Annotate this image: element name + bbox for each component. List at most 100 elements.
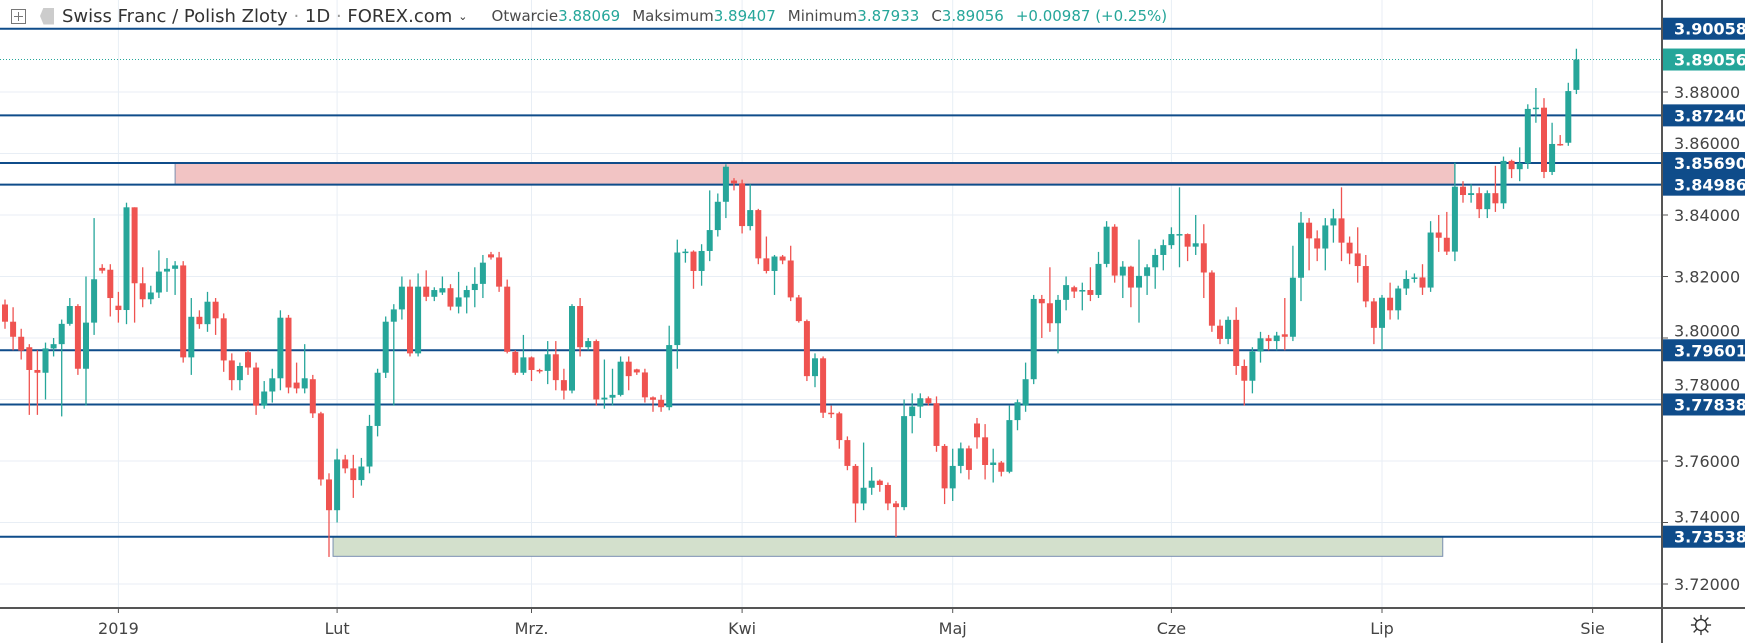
candle-up bbox=[1427, 232, 1434, 288]
candle-up bbox=[1225, 319, 1232, 339]
candle-down bbox=[836, 413, 843, 441]
candle-down bbox=[1233, 319, 1240, 366]
candle-up bbox=[901, 416, 908, 508]
symbol-title[interactable]: Swiss Franc / Polish Zloty · 1D · FOREX.… bbox=[62, 5, 453, 27]
candle-up bbox=[1006, 420, 1013, 472]
level-label: 3.85690 bbox=[1674, 154, 1745, 173]
candle-down bbox=[196, 316, 203, 325]
candle-up bbox=[1144, 267, 1151, 276]
candle-down bbox=[552, 354, 559, 381]
candle-up bbox=[431, 290, 438, 297]
candle-down bbox=[1071, 287, 1078, 292]
candle-up bbox=[398, 286, 405, 310]
level-label: 3.77838 bbox=[1674, 395, 1745, 414]
candle-up bbox=[91, 279, 98, 323]
candle-up bbox=[1103, 226, 1110, 264]
candle-up bbox=[1176, 234, 1183, 236]
candle-down bbox=[739, 183, 746, 227]
candle-up bbox=[771, 256, 778, 271]
candle-up bbox=[374, 372, 381, 426]
candle-down bbox=[795, 297, 802, 322]
y-tick-label: 3.86000 bbox=[1674, 134, 1740, 153]
candle-up bbox=[1079, 290, 1086, 292]
candle-down bbox=[876, 480, 883, 485]
candle-down bbox=[1208, 272, 1215, 326]
candle-down bbox=[309, 379, 316, 414]
candle-down bbox=[285, 317, 292, 388]
candle-up bbox=[1136, 275, 1142, 288]
candle-down bbox=[1557, 143, 1564, 146]
candle-down bbox=[787, 260, 794, 298]
candle-down bbox=[1281, 334, 1288, 337]
candle-down bbox=[755, 210, 762, 259]
candle-up bbox=[666, 345, 673, 408]
candle-down bbox=[1460, 186, 1466, 196]
candle-down bbox=[1492, 193, 1499, 204]
y-tick-label: 3.82000 bbox=[1674, 268, 1740, 287]
ohlc-legend: Otwarcie3.88069 Maksimum3.89407 Minimum3… bbox=[492, 7, 1168, 25]
y-tick-label: 3.78000 bbox=[1674, 375, 1740, 394]
candle-up bbox=[1524, 108, 1531, 164]
candle-down bbox=[180, 265, 187, 358]
candle-down bbox=[844, 440, 851, 466]
candle-up bbox=[812, 358, 818, 377]
open-label: Otwarcie bbox=[491, 7, 559, 25]
x-tick-label: Sie bbox=[1580, 619, 1604, 638]
candle-down bbox=[512, 351, 519, 373]
candle-down bbox=[342, 459, 349, 469]
plus-box-icon[interactable] bbox=[11, 8, 26, 24]
last-price-label: 3.89056 bbox=[1674, 51, 1745, 70]
candle-down bbox=[1362, 266, 1369, 302]
level-label-bg bbox=[1663, 173, 1745, 196]
candle-down bbox=[528, 357, 535, 370]
candle-up bbox=[261, 391, 268, 406]
candle-down bbox=[577, 306, 584, 348]
candle-down bbox=[536, 369, 543, 372]
level-label-bg bbox=[1663, 339, 1745, 362]
candle-up bbox=[1330, 218, 1337, 226]
chevron-down-icon[interactable]: ⌄ bbox=[458, 9, 468, 23]
candle-down bbox=[1443, 237, 1450, 252]
candle-up bbox=[439, 288, 446, 293]
candle-down bbox=[560, 380, 567, 391]
candle-down bbox=[107, 269, 114, 299]
settings-gear-icon[interactable] bbox=[1690, 614, 1712, 636]
candle-up bbox=[479, 262, 486, 284]
candle-down bbox=[650, 397, 656, 400]
candle-down bbox=[658, 399, 665, 408]
candle-down bbox=[447, 288, 454, 307]
candle-up bbox=[1152, 254, 1159, 268]
candle-up bbox=[1119, 266, 1126, 276]
candle-down bbox=[893, 503, 899, 508]
candle-up bbox=[1168, 234, 1175, 246]
flag-icon[interactable] bbox=[40, 7, 54, 25]
candle-down bbox=[1111, 226, 1118, 276]
candle-down bbox=[690, 251, 697, 271]
candle-up bbox=[682, 251, 689, 254]
candle-up bbox=[698, 250, 705, 271]
candle-up bbox=[585, 341, 592, 348]
candle-up bbox=[50, 344, 57, 349]
candle-down bbox=[731, 180, 737, 184]
x-tick-label: Mrz. bbox=[515, 619, 549, 638]
candle-up bbox=[1160, 245, 1167, 255]
candle-up bbox=[1322, 225, 1329, 249]
low-label: Minimum bbox=[787, 7, 858, 25]
y-tick-label: 3.76000 bbox=[1674, 452, 1740, 471]
candle-down bbox=[18, 336, 25, 351]
candle-down bbox=[633, 369, 640, 373]
candle-up bbox=[917, 398, 924, 407]
level-label: 3.90058 bbox=[1674, 20, 1745, 39]
candle-down bbox=[1541, 107, 1547, 172]
candle-up bbox=[957, 448, 964, 466]
y-tick-label: 3.74000 bbox=[1674, 508, 1740, 527]
candle-down bbox=[115, 305, 122, 311]
candle-down bbox=[925, 398, 932, 404]
low-value: 3.87933 bbox=[857, 7, 920, 25]
candle-down bbox=[641, 372, 648, 398]
candle-up bbox=[609, 394, 616, 398]
candle-up bbox=[366, 425, 373, 467]
candle-down bbox=[504, 286, 511, 352]
candle-up bbox=[544, 354, 551, 371]
